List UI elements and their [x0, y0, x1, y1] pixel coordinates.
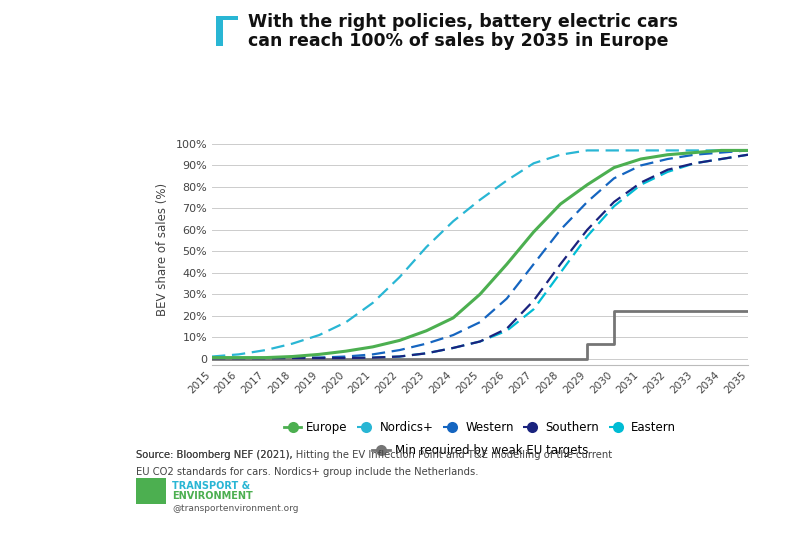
Text: TRANSPORT &: TRANSPORT &: [172, 481, 250, 491]
Text: E: E: [138, 493, 146, 506]
Text: EU CO2 standards for cars. Nordics+ group include the Netherlands.: EU CO2 standards for cars. Nordics+ grou…: [136, 467, 478, 478]
Text: T: T: [138, 483, 146, 496]
Text: can reach 100% of sales by 2035 in Europe: can reach 100% of sales by 2035 in Europ…: [248, 32, 669, 50]
Text: With the right policies, battery electric cars: With the right policies, battery electri…: [248, 13, 678, 31]
Text: Source: Bloomberg NEF (2021), Hitting the EV Inflection Point and T&E modelling : Source: Bloomberg NEF (2021), Hitting th…: [136, 450, 612, 461]
Text: Source: Bloomberg NEF (2021),: Source: Bloomberg NEF (2021),: [136, 450, 296, 461]
Y-axis label: BEV share of sales (%): BEV share of sales (%): [155, 183, 169, 316]
Text: ENVIRONMENT: ENVIRONMENT: [172, 491, 253, 501]
Text: @transportenvironment.org: @transportenvironment.org: [172, 504, 298, 513]
Legend: Min required by weak EU targets: Min required by weak EU targets: [372, 444, 588, 457]
